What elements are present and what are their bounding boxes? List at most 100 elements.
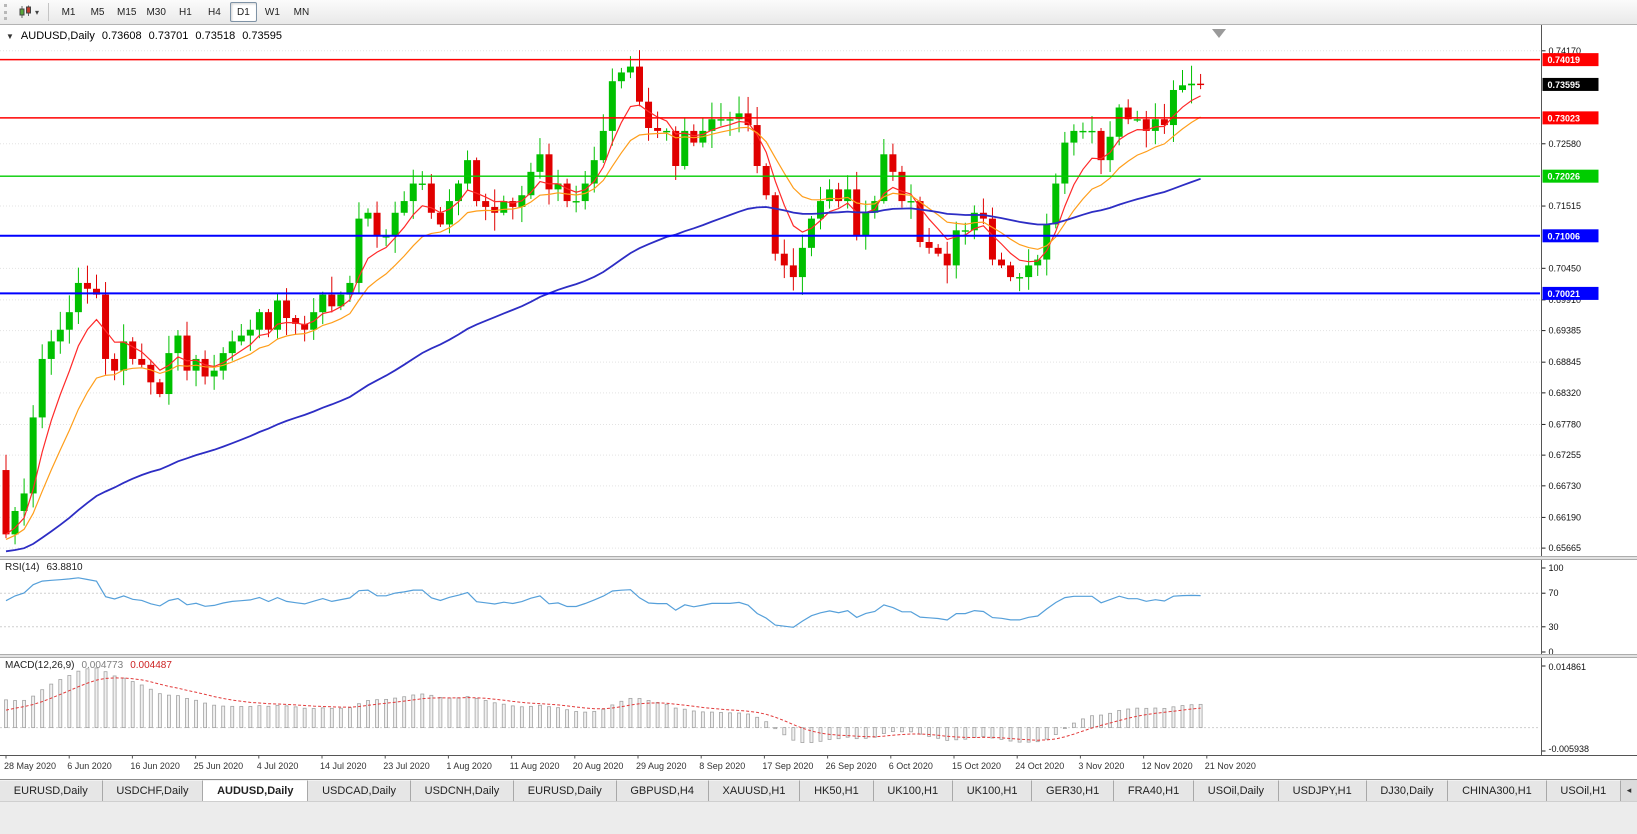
- symbol-tab-14[interactable]: USDJPY,H1: [1278, 780, 1367, 801]
- svg-text:0.66730: 0.66730: [1549, 481, 1582, 491]
- moving-average-lines: [5, 95, 1201, 553]
- svg-text:0.67255: 0.67255: [1549, 450, 1582, 460]
- svg-text:0.65665: 0.65665: [1549, 543, 1582, 553]
- panel-splitter[interactable]: [0, 556, 1637, 560]
- timeframe-button-w1[interactable]: W1: [264, 6, 280, 18]
- rsi-label: RSI(14) 63.8810: [5, 562, 83, 573]
- timeframe-button-d1[interactable]: D1: [229, 2, 257, 22]
- candles: [2, 50, 1205, 545]
- symbol-tab-4[interactable]: USDCNH,Daily: [410, 780, 514, 801]
- macd-name: MACD(12,26,9): [5, 660, 75, 671]
- symbol-tab-6[interactable]: GBPUSD,H4: [616, 780, 709, 801]
- symbol-tab-16[interactable]: CHINA300,H1: [1448, 780, 1547, 801]
- symbol-tab-5[interactable]: EURUSD,Daily: [514, 780, 617, 801]
- symbol-tab-7[interactable]: XAUUSD,H1: [708, 780, 801, 801]
- svg-text:24 Oct 2020: 24 Oct 2020: [1015, 761, 1064, 771]
- macd-signal-line: [5, 677, 1201, 741]
- symbol-tab-2[interactable]: AUDUSD,Daily: [203, 780, 309, 801]
- symbol-tab-10[interactable]: UK100,H1: [952, 780, 1033, 801]
- chart-title: ▼ AUDUSD,Daily 0.73608 0.73701 0.73518 0…: [6, 30, 282, 42]
- toolbar-separator: [48, 3, 50, 21]
- svg-text:1 Aug 2020: 1 Aug 2020: [446, 761, 492, 771]
- rsi-value: 63.8810: [46, 562, 83, 573]
- ma-6-line: [5, 95, 1201, 535]
- symbol-tab-12[interactable]: FRA40,H1: [1114, 780, 1194, 801]
- symbol-tab-0[interactable]: EURUSD,Daily: [0, 780, 103, 801]
- svg-text:29 Aug 2020: 29 Aug 2020: [636, 761, 687, 771]
- timeframe-button-m15[interactable]: M15: [117, 6, 137, 18]
- date-axis: 28 May 2020 6 Jun 2020 16 Jun 2020 25 Jun 2…: [4, 755, 1256, 771]
- ma-13-line: [5, 116, 1201, 540]
- svg-text:0.74019: 0.74019: [1548, 55, 1581, 65]
- ohlc-high: 0.73701: [148, 30, 189, 42]
- symbol-tab-13[interactable]: USOil,Daily: [1194, 780, 1279, 801]
- svg-text:0.69385: 0.69385: [1549, 326, 1582, 336]
- chart-symbol-label: AUDUSD,Daily: [20, 30, 95, 42]
- svg-text:0.72026: 0.72026: [1548, 172, 1581, 182]
- ohlc-close: 0.73595: [242, 30, 282, 42]
- svg-text:11 Aug 2020: 11 Aug 2020: [510, 761, 560, 771]
- symbol-tabbar: EURUSD,Daily USDCHF,Daily AUDUSD,Daily USDC…: [0, 779, 1637, 801]
- svg-text:26 Sep 2020: 26 Sep 2020: [826, 761, 877, 771]
- svg-text:0.66190: 0.66190: [1549, 512, 1582, 522]
- svg-text:6 Jun 2020: 6 Jun 2020: [67, 761, 112, 771]
- svg-text:0.71515: 0.71515: [1549, 201, 1582, 211]
- symbol-tab-3[interactable]: USDCAD,Daily: [308, 780, 411, 801]
- symbol-tab-1[interactable]: USDCHF,Daily: [102, 780, 204, 801]
- chevron-down-icon: ▾: [35, 7, 40, 17]
- horizontal-level-lines[interactable]: [0, 58, 1540, 295]
- symbol-tab-9[interactable]: UK100,H1: [873, 780, 953, 801]
- candlestick-chart-icon: [19, 5, 31, 18]
- svg-text:20 Aug 2020: 20 Aug 2020: [573, 761, 624, 771]
- svg-text:0.73595: 0.73595: [1548, 80, 1581, 90]
- symbol-tab-8[interactable]: HK50,H1: [800, 780, 874, 801]
- rsi-panel: 100 70 30 0: [0, 563, 1564, 657]
- ohlc-low: 0.73518: [195, 30, 236, 42]
- svg-text:12 Nov 2020: 12 Nov 2020: [1142, 761, 1193, 771]
- macd-panel: 0.014861 -0.005938: [0, 662, 1589, 754]
- svg-text:100: 100: [1549, 563, 1564, 573]
- svg-text:28 May 2020: 28 May 2020: [4, 761, 56, 771]
- top-toolbar: ▾ M1 M5 M15 M30 H1 H4 D1 W1 MN: [0, 0, 1637, 25]
- rsi-name: RSI(14): [5, 562, 40, 573]
- panel-splitter[interactable]: [0, 654, 1637, 658]
- timeframe-button-h1[interactable]: H1: [179, 6, 192, 18]
- timeframe-button-h4[interactable]: H4: [208, 6, 221, 18]
- svg-text:3 Nov 2020: 3 Nov 2020: [1078, 761, 1124, 771]
- macd-signal-value: 0.004487: [130, 660, 172, 671]
- price-axis: 0.741700.725800.715150.704500.699100.693…: [1212, 29, 1599, 553]
- svg-text:21 Nov 2020: 21 Nov 2020: [1205, 761, 1256, 771]
- tabs-scroll-left-icon[interactable]: ◂: [1621, 780, 1637, 801]
- timeframe-button-m1[interactable]: M1: [61, 6, 76, 18]
- svg-text:0.014861: 0.014861: [1549, 662, 1587, 672]
- svg-text:0.72580: 0.72580: [1549, 139, 1582, 149]
- timeframe-button-m30[interactable]: M30: [146, 6, 166, 18]
- timeframe-button-mn[interactable]: MN: [293, 6, 310, 18]
- ohlc-open: 0.73608: [101, 30, 142, 42]
- svg-text:16 Jun 2020: 16 Jun 2020: [130, 761, 180, 771]
- svg-text:70: 70: [1549, 588, 1559, 598]
- svg-text:0: 0: [1549, 647, 1554, 657]
- timeframe-buttons: M1 M5 M15 M30 H1 H4 D1 W1 MN: [54, 2, 316, 22]
- svg-text:0.74170: 0.74170: [1549, 46, 1582, 56]
- svg-text:6 Oct 2020: 6 Oct 2020: [889, 761, 933, 771]
- collapse-triangle-icon[interactable]: ▼: [6, 31, 14, 41]
- timeframe-button-m5[interactable]: M5: [90, 6, 105, 18]
- chart-type-button[interactable]: ▾: [14, 2, 43, 22]
- svg-text:30: 30: [1549, 622, 1559, 632]
- macd-value: 0.004773: [81, 660, 124, 671]
- symbol-tab-15[interactable]: DJ30,Daily: [1366, 780, 1449, 801]
- price-gridlines: [0, 50, 1540, 549]
- symbol-tab-11[interactable]: GER30,H1: [1032, 780, 1115, 801]
- svg-text:0.68320: 0.68320: [1549, 388, 1582, 398]
- rsi-line: [5, 577, 1201, 628]
- svg-text:14 Jul 2020: 14 Jul 2020: [320, 761, 367, 771]
- symbol-tab-17[interactable]: USOil,H1: [1546, 780, 1622, 801]
- toolbar-grip[interactable]: [4, 4, 9, 20]
- status-area: [0, 801, 1637, 834]
- svg-text:0.71006: 0.71006: [1548, 231, 1581, 241]
- svg-text:0.70450: 0.70450: [1549, 263, 1582, 273]
- svg-text:4 Jul 2020: 4 Jul 2020: [257, 761, 299, 771]
- chart-shift-marker-icon: [1212, 29, 1226, 38]
